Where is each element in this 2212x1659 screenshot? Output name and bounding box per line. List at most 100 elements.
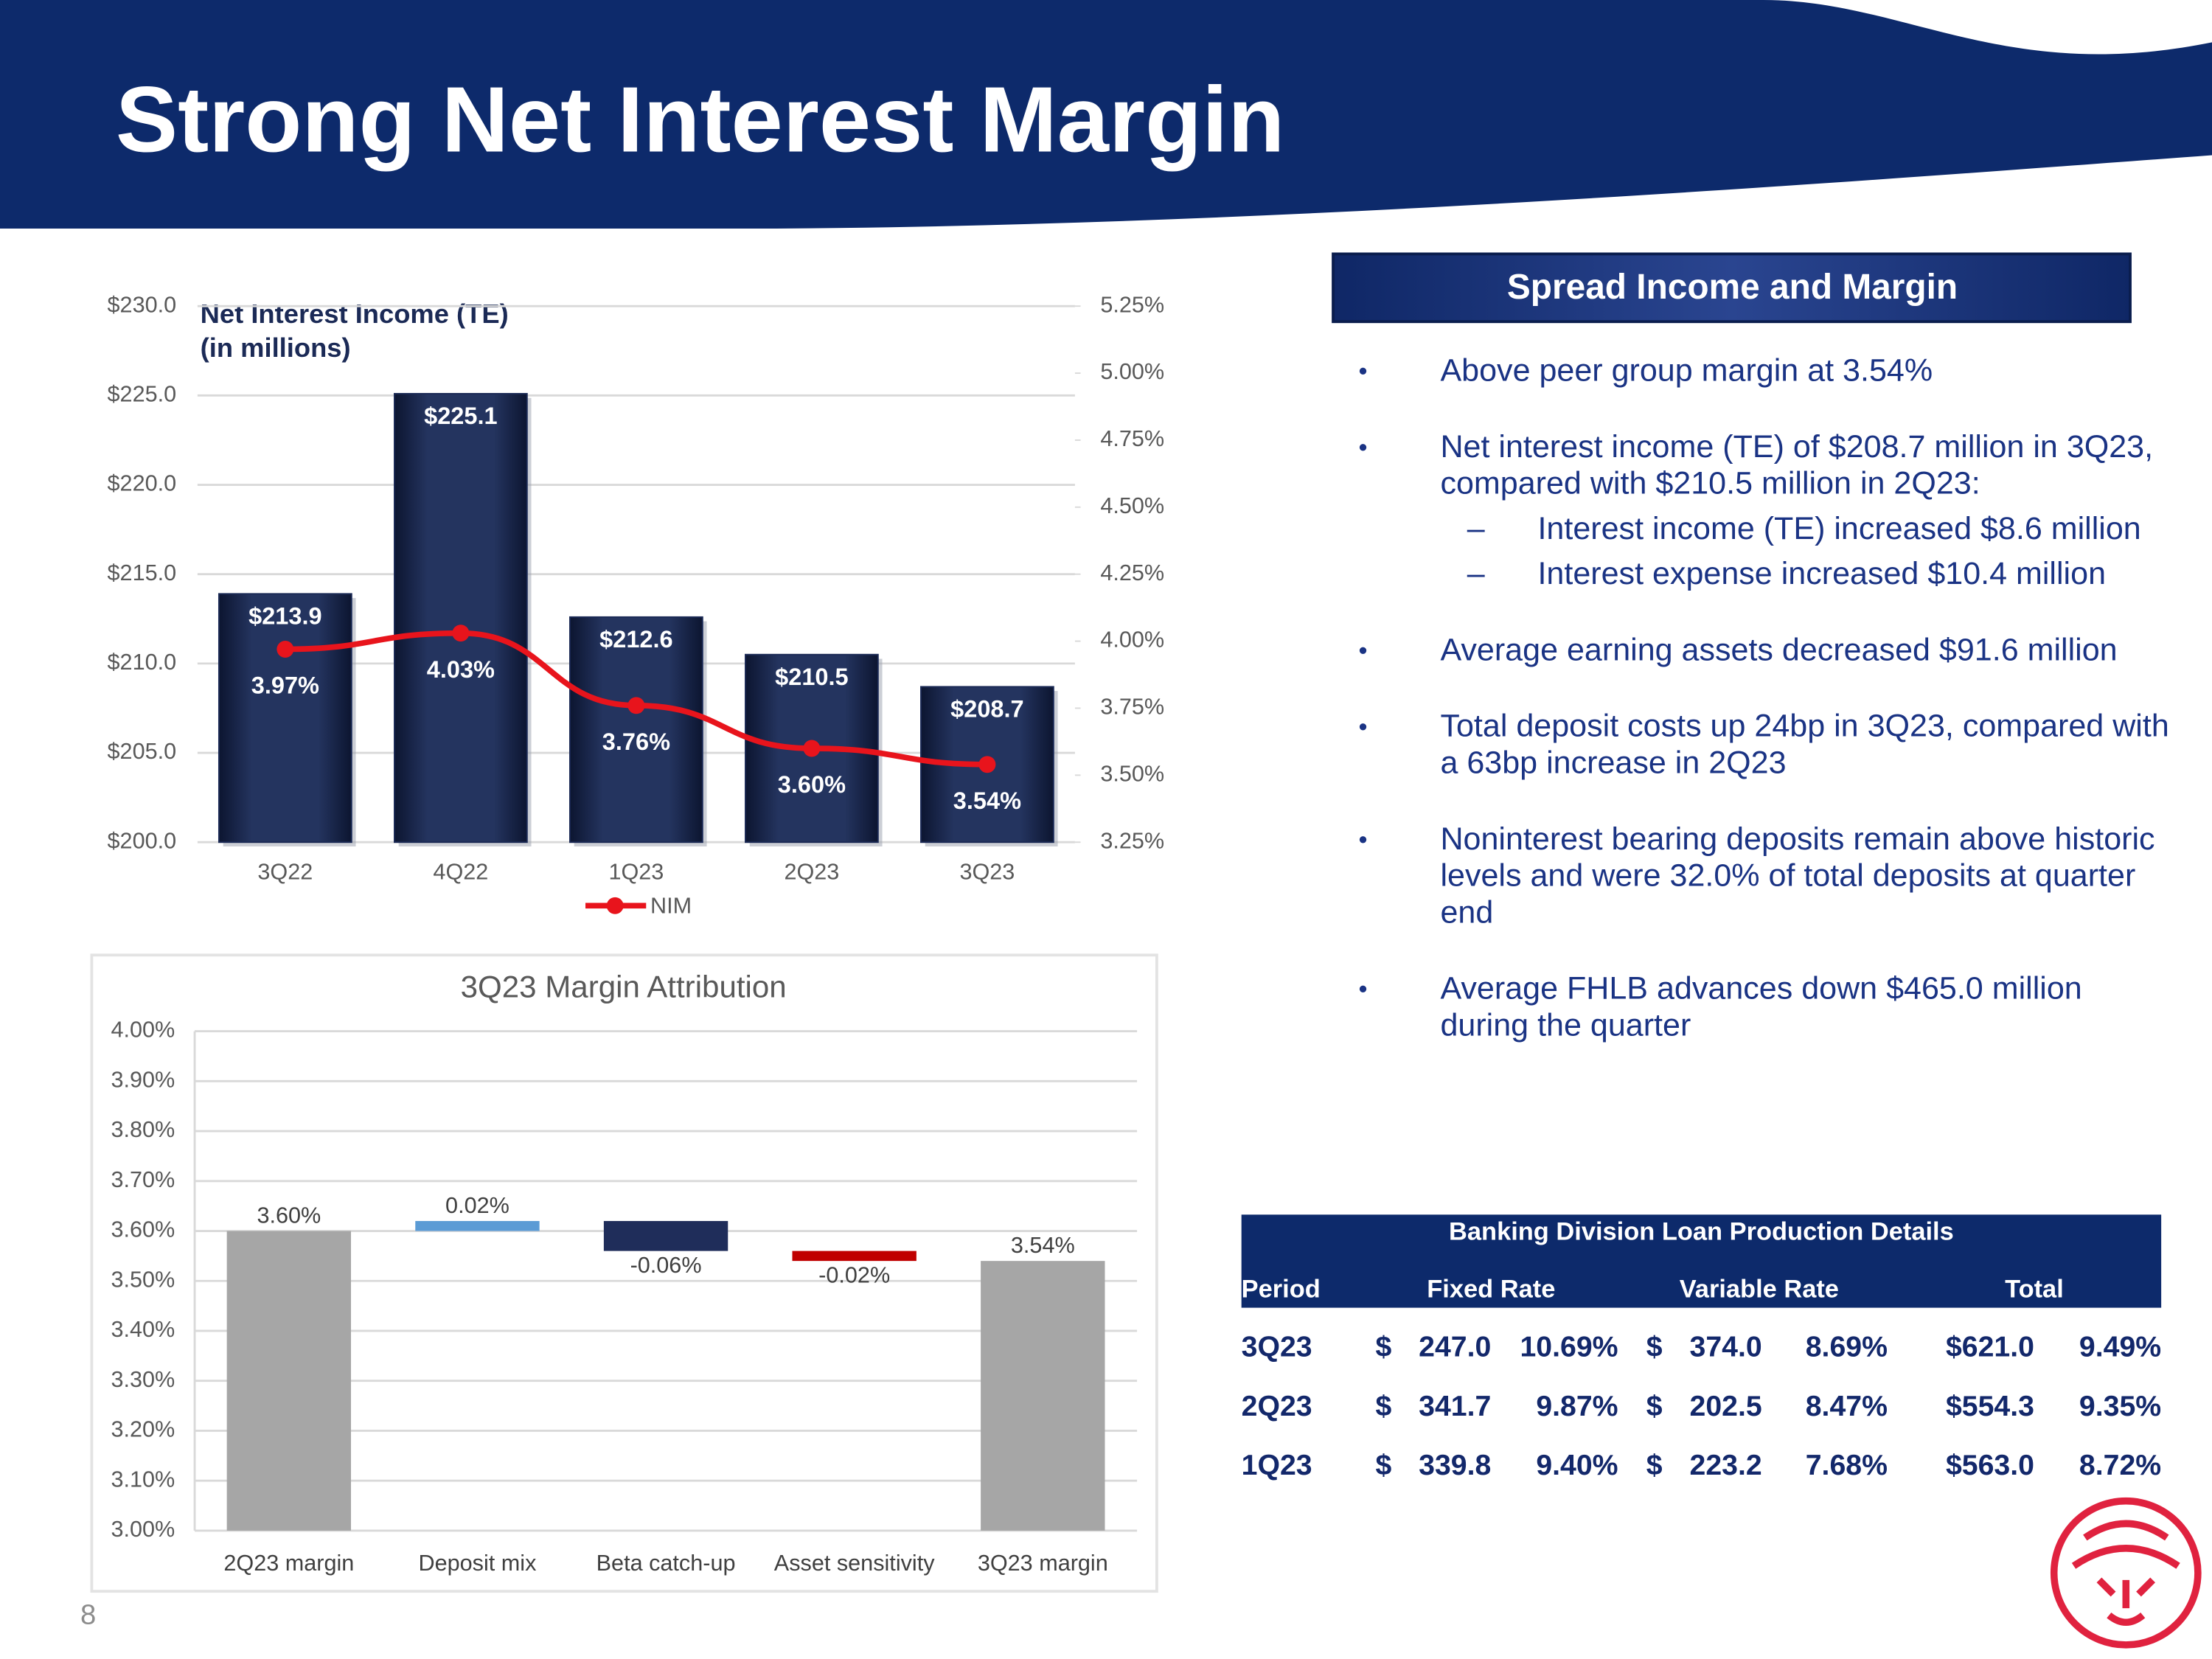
bar-value-label: $208.7 (950, 695, 1023, 722)
panel-heading: Spread Income and Margin (1507, 268, 1958, 307)
table-cell: $ (1646, 1390, 1663, 1422)
waterfall-bar (226, 1231, 352, 1531)
table-header: Total (2005, 1276, 2064, 1304)
line-value-label: 4.03% (427, 656, 495, 683)
y2-tick-label: 5.25% (1100, 292, 1164, 317)
x-tick-label: 3Q23 margin (978, 1551, 1108, 1576)
bar-value-label: $212.6 (599, 626, 672, 653)
x-tick-label: 2Q23 margin (223, 1551, 354, 1576)
table-cell: $ (1375, 1330, 1391, 1363)
y2-tick-label: 4.25% (1100, 560, 1164, 585)
chart-subtitle: (in millions) (201, 333, 351, 363)
chart-title: 3Q23 Margin Attribution (461, 969, 787, 1004)
x-tick-label: 3Q23 (959, 859, 1015, 884)
x-tick-label: 3Q22 (257, 859, 313, 884)
x-tick-label: Deposit mix (418, 1551, 536, 1576)
table-cell: 9.49% (2079, 1330, 2161, 1363)
table-cell: 8.72% (2079, 1449, 2161, 1481)
bullet-text: Net interest income (TE) of $208.7 milli… (1440, 428, 2154, 501)
line-marker (452, 625, 470, 642)
legend-marker (606, 897, 624, 914)
table-cell: 3Q23 (1242, 1330, 1312, 1363)
line-value-label: 3.54% (953, 787, 1021, 814)
table-header: Period (1242, 1276, 1321, 1304)
table-cell: 2Q23 (1242, 1390, 1312, 1422)
line-value-label: 3.60% (778, 771, 846, 798)
waterfall-bar (981, 1261, 1105, 1531)
y-tick-label: $220.0 (108, 471, 177, 496)
y-tick-label: 3.90% (111, 1067, 175, 1092)
x-tick-label: Beta catch-up (597, 1551, 736, 1576)
bar-value-label: 3.54% (1011, 1233, 1075, 1258)
y2-tick-label: 3.75% (1100, 695, 1164, 720)
table-cell: $ (1646, 1449, 1663, 1481)
table-cell: $554.3 (1946, 1390, 2034, 1422)
y-tick-label: 3.30% (111, 1367, 175, 1392)
line-marker (627, 697, 645, 714)
chart-title: Net Interest Income (TE) (201, 299, 509, 329)
y2-tick-label: 3.25% (1100, 828, 1164, 853)
bar (569, 616, 703, 844)
bullet-item: Average FHLB advances down $465.0 millio… (1358, 970, 2174, 1043)
table-cell: 341.7 (1419, 1390, 1491, 1422)
bullet-text: Average FHLB advances down $465.0 millio… (1440, 970, 2082, 1043)
bar-value-label: 3.60% (257, 1203, 321, 1228)
bar-value-label: $225.1 (424, 403, 497, 429)
bullet-item: Noninterest bearing deposits remain abov… (1358, 821, 2174, 931)
y2-tick-label: 5.00% (1100, 359, 1164, 384)
x-tick-label: 4Q22 (433, 859, 488, 884)
y-tick-label: $205.0 (108, 739, 177, 764)
bullet-list: Above peer group margin at 3.54% Net inte… (1358, 352, 2177, 1083)
bar-value-label: 0.02% (445, 1193, 509, 1218)
bullet-text: Total deposit costs up 24bp in 3Q23, com… (1440, 708, 2169, 781)
y-tick-label: $215.0 (108, 560, 177, 585)
bullet-item: Net interest income (TE) of $208.7 milli… (1358, 429, 2174, 593)
sub-bullet: Interest expense increased $10.4 million (1440, 556, 2158, 593)
table-title: Banking Division Loan Production Details (1449, 1217, 1954, 1245)
line-value-label: 3.76% (602, 728, 670, 755)
table-cell: 9.40% (1536, 1449, 1618, 1481)
table-cell: 9.35% (2079, 1390, 2161, 1422)
line-marker (276, 641, 294, 658)
line-marker (803, 740, 821, 757)
table-cell: 1Q23 (1242, 1449, 1312, 1481)
waterfall-bar (603, 1220, 728, 1251)
y-tick-label: $210.0 (108, 650, 177, 675)
legend-label: NIM (650, 893, 692, 918)
panel-heading-box (1332, 252, 2132, 324)
x-tick-label: Asset sensitivity (774, 1551, 935, 1576)
slide-title: Strong Net Interest Margin (116, 68, 1284, 172)
sub-bullet: Interest income (TE) increased $8.6 mill… (1440, 511, 2158, 548)
table-cell: 7.68% (1806, 1449, 1888, 1481)
y-tick-label: 3.20% (111, 1417, 175, 1442)
waterfall-bar (792, 1251, 917, 1262)
header-band (0, 0, 2212, 229)
y2-tick-label: 4.00% (1100, 627, 1164, 653)
x-tick-label: 1Q23 (608, 859, 664, 884)
y2-tick-label: 3.50% (1100, 761, 1164, 786)
bullet-item: Above peer group margin at 3.54% (1358, 352, 2174, 389)
bar-value-label: -0.06% (630, 1253, 702, 1278)
logo (2050, 1497, 2202, 1649)
line-value-label: 3.97% (251, 672, 319, 699)
bullet-text: Average earning assets decreased $91.6 m… (1440, 632, 2118, 667)
table-cell: 8.69% (1806, 1330, 1888, 1363)
y-tick-label: $230.0 (108, 292, 177, 317)
table-cell: $621.0 (1946, 1330, 2034, 1363)
x-tick-label: 2Q23 (784, 859, 839, 884)
table-cell: $ (1646, 1330, 1663, 1363)
table-cell: 8.47% (1806, 1390, 1888, 1422)
table-cell: 339.8 (1419, 1449, 1491, 1481)
y-tick-label: 3.70% (111, 1167, 175, 1192)
table-cell: 247.0 (1419, 1330, 1491, 1363)
bar-value-label: $213.9 (248, 602, 321, 629)
bar-value-label: -0.02% (818, 1262, 890, 1287)
y-tick-label: 3.50% (111, 1267, 175, 1292)
y-tick-label: 4.00% (111, 1018, 175, 1043)
y-tick-label: $200.0 (108, 828, 177, 853)
bar (218, 593, 352, 844)
table-cell: $ (1375, 1390, 1391, 1422)
waterfall-bar (415, 1220, 540, 1231)
bullet-item: Average earning assets decreased $91.6 m… (1358, 632, 2174, 669)
